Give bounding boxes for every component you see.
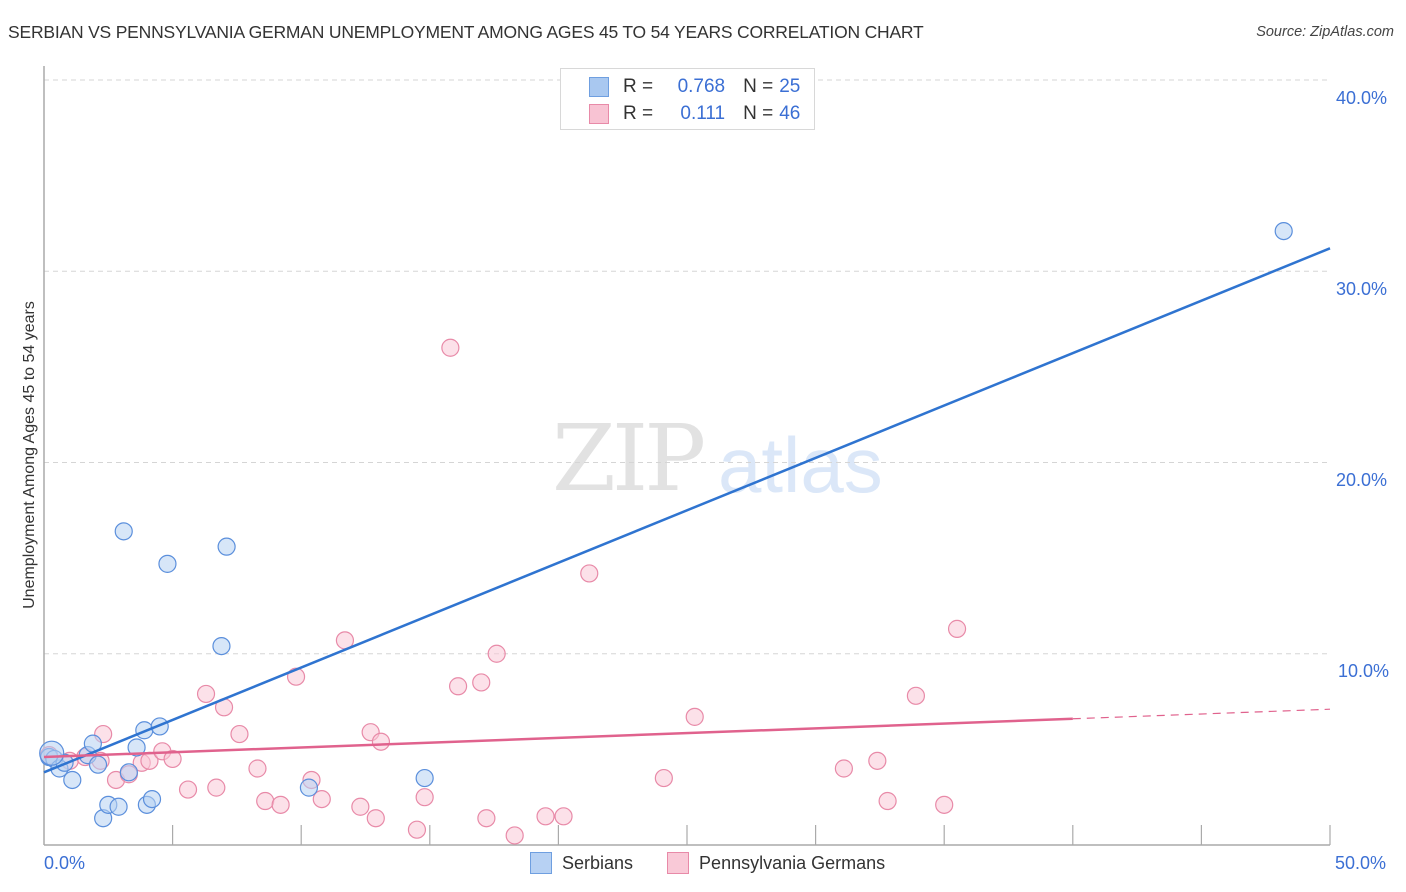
n-value: 25 [779,76,801,97]
data-point [441,338,460,357]
legend-label: Pennsylvania Germans [699,852,886,873]
data-point [142,789,162,809]
legend-item-pennsylvania-germans[interactable]: Pennsylvania Germans [667,852,885,874]
data-point [88,755,108,774]
data-point [212,636,231,656]
data-point [536,807,555,826]
data-point [271,795,290,814]
legend-row-pennsylvania-germans: R = 0.111 N = 46 [589,102,800,126]
data-point [39,740,65,766]
data-point [366,809,385,828]
y-tick-30: 30.0% [1336,279,1388,299]
x-tick-0: 0.0% [44,853,86,873]
data-point [505,826,524,845]
data-point [163,749,182,769]
data-point [415,788,434,807]
serbians-trendline [43,247,1331,774]
data-point [868,751,887,770]
data-point [312,789,331,809]
pennsylvania-germans-points [40,338,967,845]
y-tick-40: 40.0% [1336,88,1388,108]
data-point [127,738,146,757]
chart-title: SERBIAN VS PENNSYLVANIA GERMAN UNEMPLOYM… [8,22,924,42]
y-tick-10: 10.0% [1338,661,1390,681]
serbians-swatch [589,77,609,97]
data-point [935,795,954,814]
data-point [554,807,573,826]
legend-row-serbians: R = 0.768 N = 25 [589,75,800,99]
data-point [109,797,128,816]
r-label: R = [623,103,654,124]
data-point [178,780,198,799]
data-point [299,778,319,797]
n-label: N = [743,76,774,97]
serbians-swatch [530,852,552,874]
data-point [448,677,468,696]
correlation-legend: R = 0.768 N = 25 R = 0.111 N = 46 [560,68,815,130]
data-point [371,732,391,751]
n-label: N = [743,103,774,124]
data-point [472,673,491,692]
gridlines [44,79,1330,655]
trendlines [43,247,1331,774]
n-value: 46 [779,103,801,124]
series-legend: Serbians Pennsylvania Germans [530,852,919,874]
data-point [654,768,673,788]
data-point [196,684,216,704]
data-point [415,768,434,788]
r-value: 0.768 [677,76,726,97]
data-point [248,759,267,778]
data-point [207,778,226,797]
data-point [906,686,926,705]
data-point [1274,221,1293,241]
data-point [685,707,704,726]
r-label: R = [623,76,654,97]
data-point [878,791,897,811]
pennsylvania-germans-swatch [589,104,609,124]
data-point [114,522,133,541]
legend-label: Serbians [562,852,634,873]
axes [43,66,1331,846]
pennsylvania-germans-swatch [667,852,690,874]
y-tick-20: 20.0% [1336,470,1388,490]
data-point [256,791,275,811]
pennsylvania-germans-trendline [43,717,1073,759]
data-point [947,619,967,638]
serbians-points [39,221,1293,828]
legend-item-serbians[interactable]: Serbians [530,852,633,874]
data-point [119,763,138,782]
data-point [351,797,370,816]
watermark-zip: ZIP [552,405,706,512]
data-point [230,724,249,744]
pennsylvania-germans-trendline-extension [1072,708,1331,720]
data-point [63,770,82,790]
y-axis-label: Unemployment Among Ages 45 to 54 years [21,301,38,609]
data-point [158,554,177,573]
data-point [580,564,599,583]
data-point [477,809,496,828]
r-value: 0.111 [680,103,726,124]
data-point [834,759,853,778]
data-point [487,644,506,663]
source-label: Source: ZipAtlas.com [1256,24,1394,40]
data-point [217,537,236,556]
x-tick-50: 50.0% [1335,853,1387,873]
data-point [407,820,427,839]
